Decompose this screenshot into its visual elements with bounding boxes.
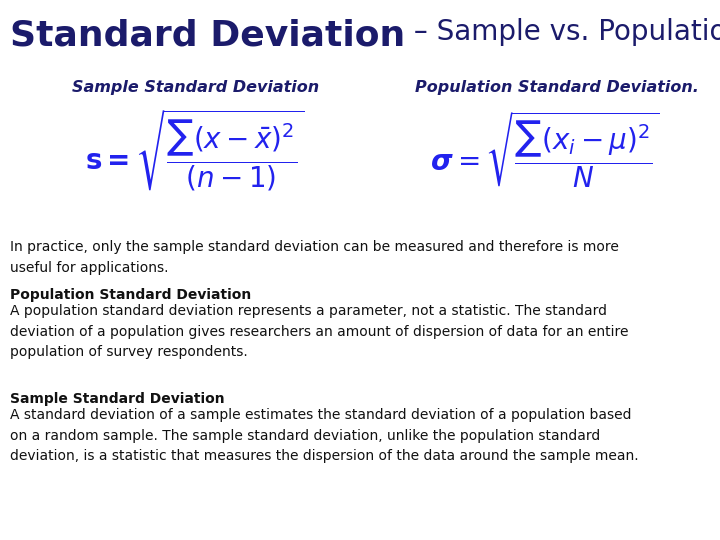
Text: $\mathbf{s=}\sqrt{\dfrac{\sum\left(x-\bar{x}\right)^{2}}{(n-1)}}$: $\mathbf{s=}\sqrt{\dfrac{\sum\left(x-\ba… [85, 107, 304, 193]
Text: Sample Standard Deviation: Sample Standard Deviation [10, 392, 225, 406]
Text: Sample Standard Deviation: Sample Standard Deviation [72, 80, 319, 95]
Text: $\boldsymbol{\sigma} = \sqrt{\dfrac{\sum(x_i - \mu)^{2}}{N}}$: $\boldsymbol{\sigma} = \sqrt{\dfrac{\sum… [430, 110, 660, 190]
Text: A population standard deviation represents a parameter, not a statistic. The sta: A population standard deviation represen… [10, 304, 629, 359]
Text: Population Standard Deviation: Population Standard Deviation [10, 288, 251, 302]
Text: Standard Deviation: Standard Deviation [10, 18, 405, 52]
Text: In practice, only the sample standard deviation can be measured and therefore is: In practice, only the sample standard de… [10, 240, 619, 275]
Text: – Sample vs. Population: – Sample vs. Population [405, 18, 720, 46]
Text: A standard deviation of a sample estimates the standard deviation of a populatio: A standard deviation of a sample estimat… [10, 408, 639, 463]
Text: Population Standard Deviation.: Population Standard Deviation. [415, 80, 699, 95]
